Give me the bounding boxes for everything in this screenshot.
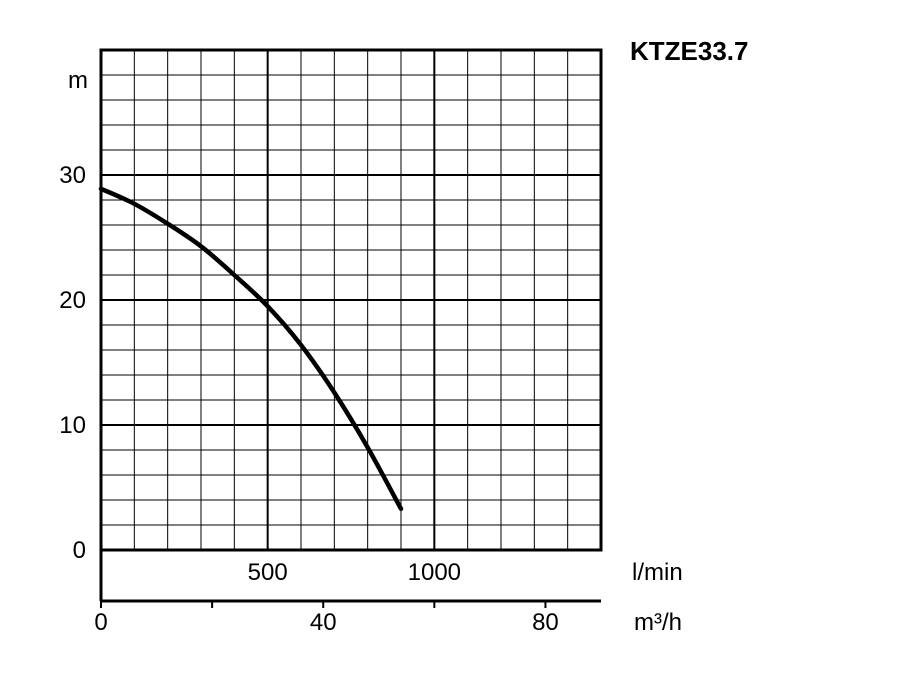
tick-labels: 0 10 20 30 500 1000 0 40 80	[59, 162, 558, 636]
plot-frame	[99, 48, 603, 608]
plot-border	[99, 48, 603, 552]
y-axis-unit: m	[68, 67, 88, 94]
grid	[101, 50, 601, 550]
y-tick-label: 30	[59, 162, 86, 189]
y-tick-label: 0	[73, 537, 86, 564]
x-axis-unit-primary: l/min	[632, 559, 683, 586]
x-tick-label-secondary: 80	[532, 609, 559, 636]
head-curve-line	[98, 186, 404, 512]
y-tick-label: 10	[59, 412, 86, 439]
x-tick-label-primary: 500	[248, 559, 288, 586]
x-tick-label-secondary: 0	[94, 609, 107, 636]
y-tick-label: 20	[59, 287, 86, 314]
chart-title: KTZE33.7	[630, 36, 749, 66]
x-axis-unit-secondary: m³/h	[634, 609, 682, 636]
x-tick-label-secondary: 40	[310, 609, 337, 636]
x-tick-label-primary: 1000	[408, 559, 461, 586]
